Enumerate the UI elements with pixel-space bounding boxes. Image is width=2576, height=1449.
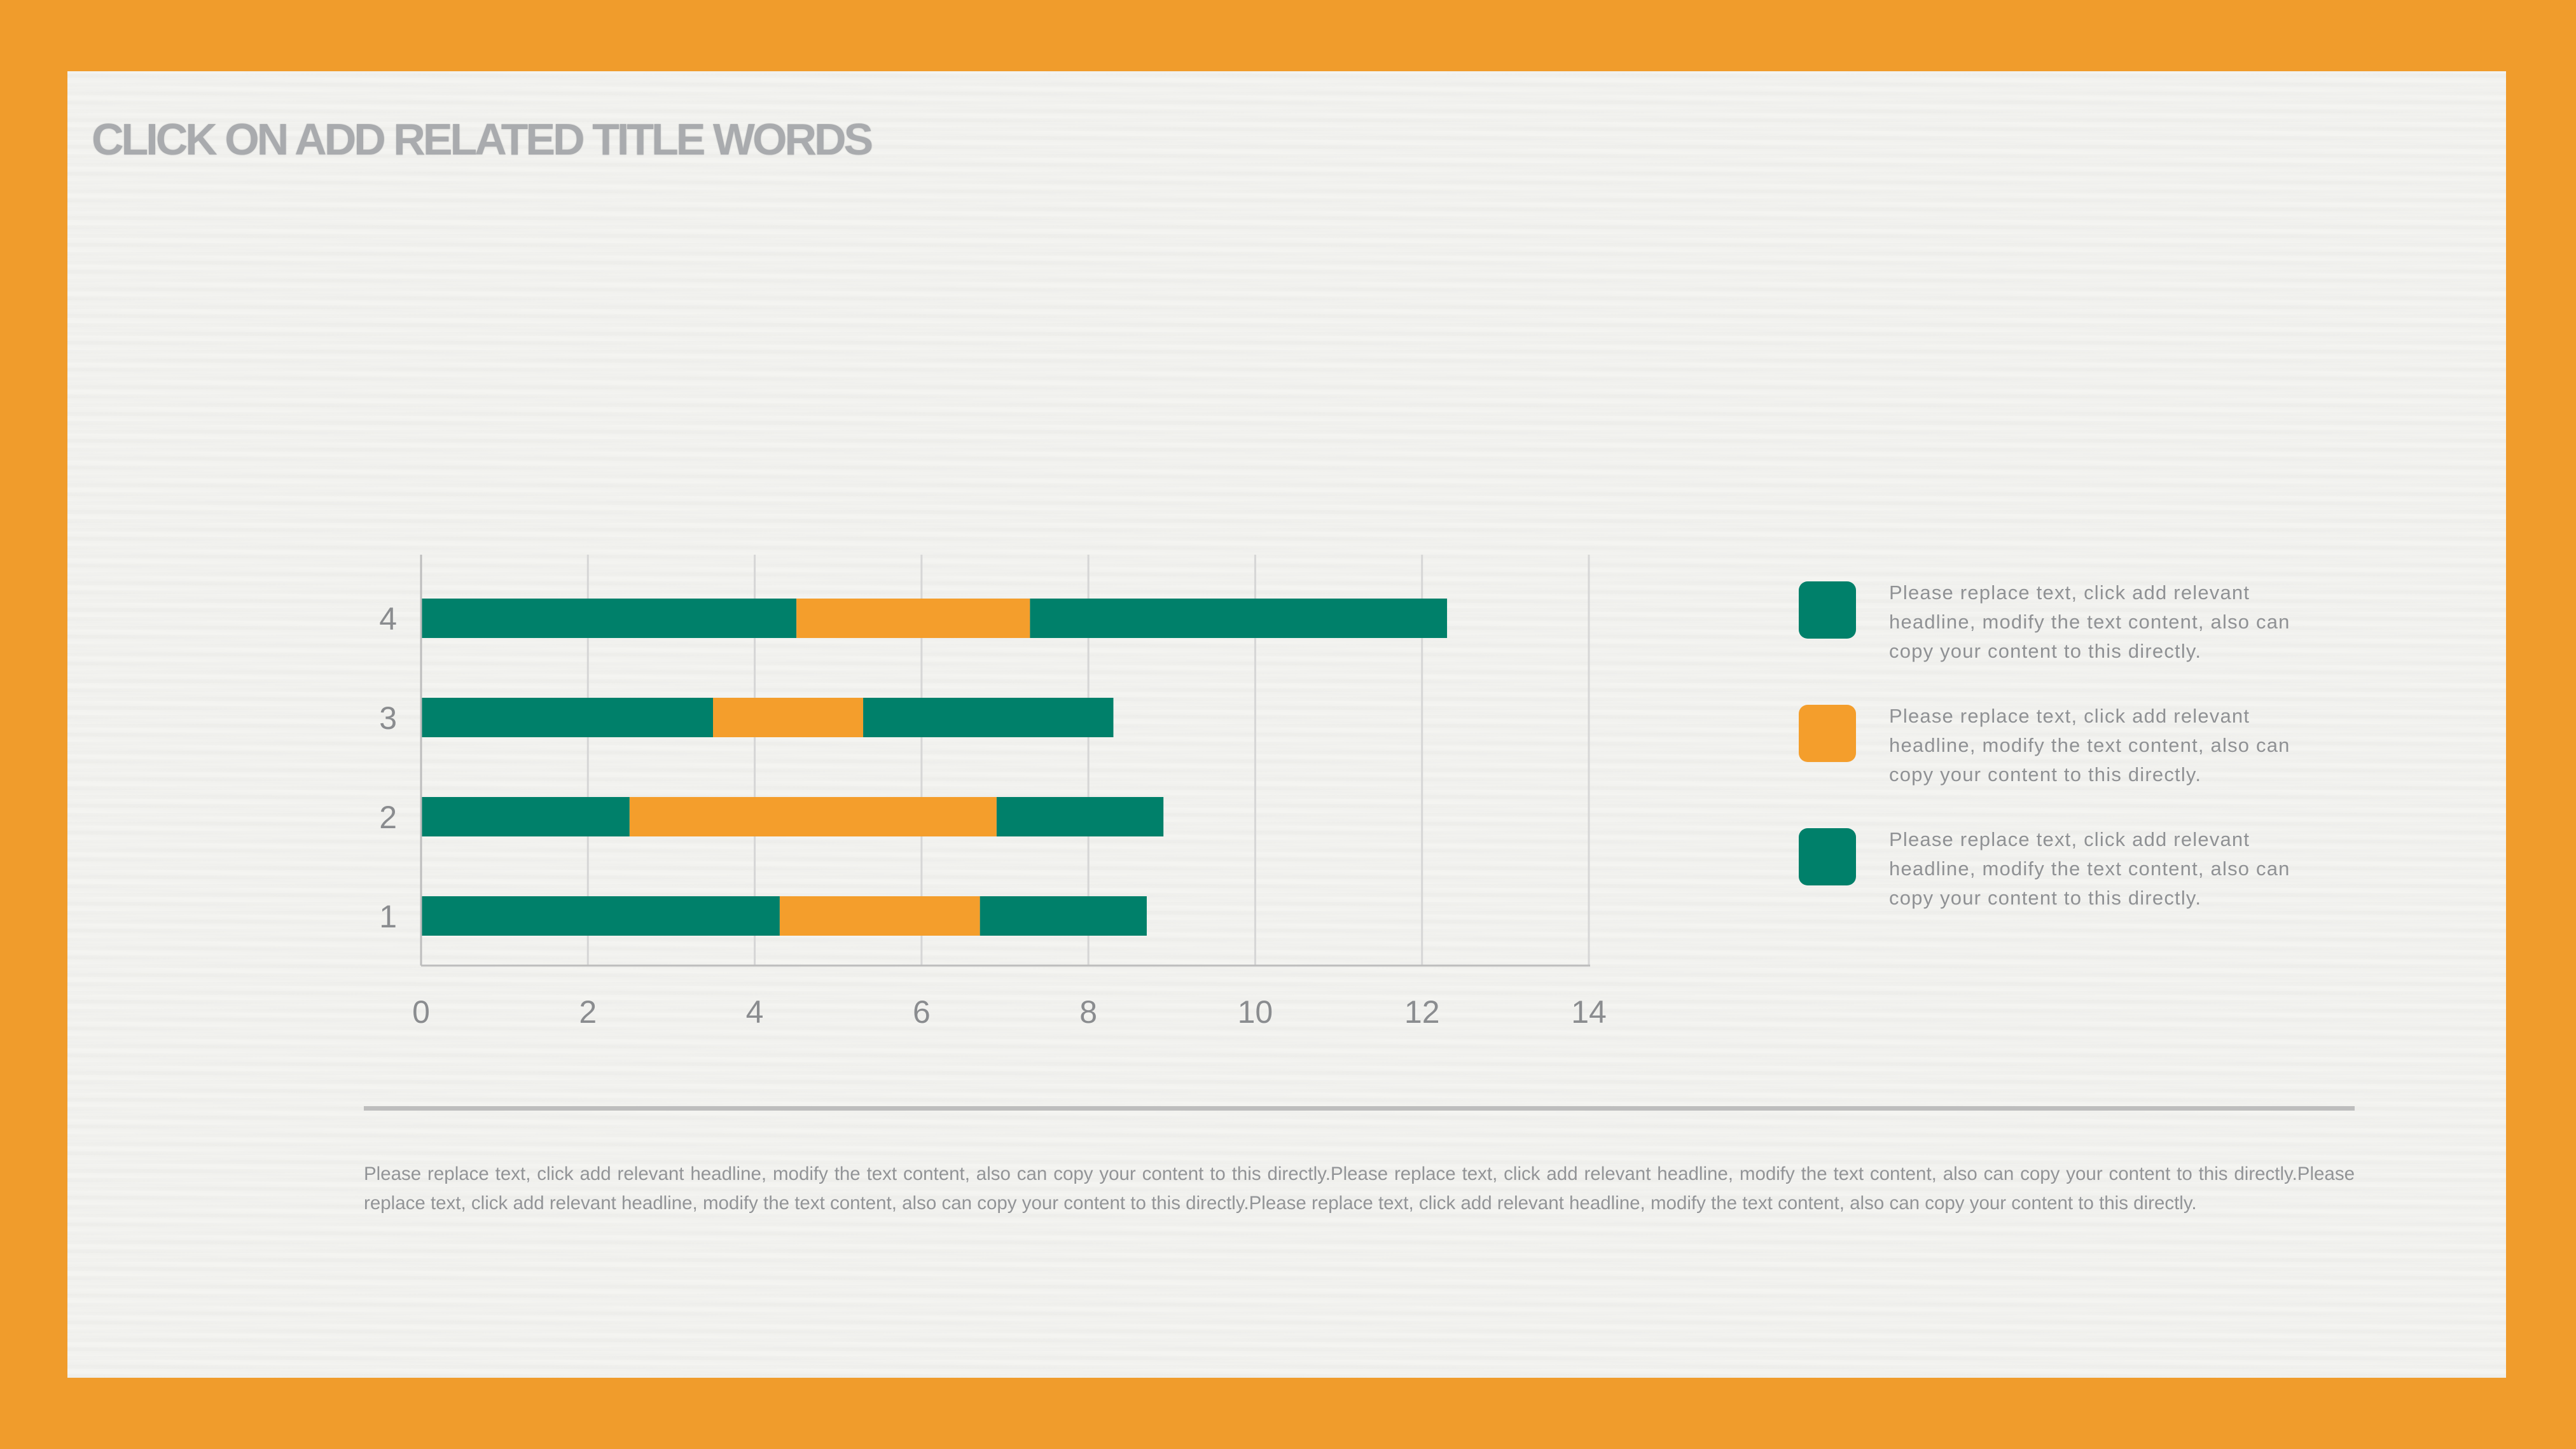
legend-swatch-1 [1799,581,1856,639]
bar-cat-3-seg-3 [863,698,1114,737]
legend-text-2: Please replace text, click add relevant … [1889,705,2290,786]
x-tick-label: 12 [1404,994,1440,1030]
chart-bars [421,599,1448,936]
chart-axes [420,555,1590,967]
bar-cat-2-seg-3 [996,797,1164,836]
y-tick-label: 1 [379,899,397,934]
y-tick-label: 4 [379,601,397,637]
x-tick-label: 8 [1079,994,1097,1030]
x-tick-label: 6 [913,994,931,1030]
x-tick-label: 10 [1238,994,1273,1030]
slide-title: CLICK ON ADD RELATED TITLE WORDS [92,114,873,164]
bar-cat-4-seg-2 [796,599,1030,638]
bar-cat-1-seg-2 [779,896,980,936]
legend-text-1: Please replace text, click add relevant … [1889,581,2290,662]
bar-cat-1-seg-1 [421,896,780,936]
bar-cat-3-seg-2 [713,698,864,737]
bar-cat-3-seg-1 [421,698,713,737]
y-tick-label: 3 [379,700,397,736]
x-tick-label: 4 [746,994,764,1030]
legend-text-3: Please replace text, click add relevant … [1889,828,2290,909]
bar-cat-2-seg-2 [629,797,997,836]
legend-swatch-3 [1799,828,1856,885]
bar-cat-4-seg-1 [421,599,797,638]
bar-cat-1-seg-3 [980,896,1147,936]
bar-cat-2-seg-1 [421,797,630,836]
x-tick-label: 0 [412,994,430,1030]
x-tick-label: 14 [1571,994,1607,1030]
x-tick-label: 2 [579,994,597,1030]
body-paragraph: Please replace text, click add relevant … [364,1163,2355,1214]
bar-cat-4-seg-3 [1030,599,1448,638]
legend-swatch-2 [1799,705,1856,762]
section-divider [364,1106,2355,1111]
y-tick-label: 2 [379,800,397,835]
